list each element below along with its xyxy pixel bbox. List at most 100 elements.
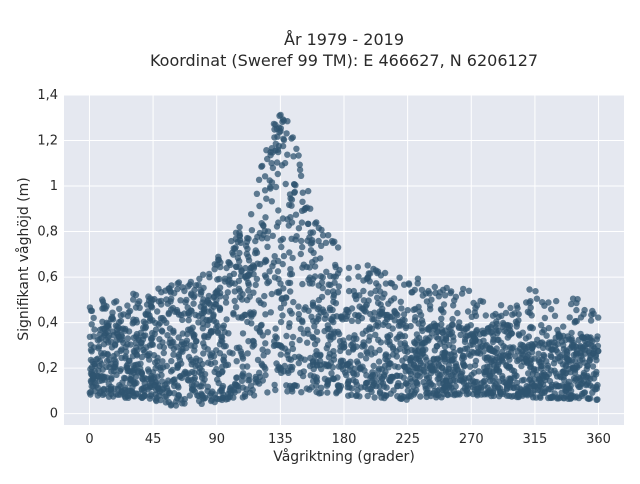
data-point <box>585 395 592 403</box>
data-point <box>351 365 358 373</box>
data-point <box>274 146 282 153</box>
data-point <box>195 281 202 289</box>
data-point <box>164 387 171 394</box>
data-point <box>262 340 269 347</box>
data-point <box>240 370 247 377</box>
data-point <box>587 317 595 324</box>
data-point <box>404 348 411 355</box>
data-point <box>244 245 251 252</box>
data-point <box>390 351 397 358</box>
data-point <box>465 287 473 294</box>
data-point <box>559 351 566 359</box>
data-point <box>364 262 371 269</box>
data-point <box>431 283 438 291</box>
data-point <box>245 377 252 384</box>
data-point <box>345 275 352 282</box>
data-point <box>262 214 269 221</box>
data-point <box>469 338 476 345</box>
data-point <box>310 317 317 325</box>
data-point <box>587 334 594 341</box>
data-point <box>581 389 589 396</box>
data-point <box>360 287 367 295</box>
data-point <box>207 351 214 359</box>
data-point <box>415 303 422 311</box>
data-point <box>232 304 240 311</box>
data-point <box>533 295 541 302</box>
data-point <box>564 348 571 356</box>
data-point <box>206 274 213 281</box>
data-point <box>276 112 283 120</box>
data-point <box>370 362 377 370</box>
data-point <box>271 381 278 389</box>
data-point <box>297 250 304 258</box>
data-point <box>513 383 521 391</box>
data-point <box>352 378 359 385</box>
data-point <box>487 323 494 331</box>
data-point <box>305 330 312 337</box>
data-point <box>195 312 202 320</box>
data-point <box>505 381 512 389</box>
data-point <box>495 367 503 374</box>
data-point <box>324 322 331 329</box>
data-point <box>132 304 140 311</box>
data-point <box>157 367 164 374</box>
data-point <box>587 354 594 361</box>
data-point <box>507 344 514 351</box>
data-point <box>439 329 446 336</box>
data-point <box>290 298 297 306</box>
data-point <box>275 219 282 226</box>
data-point <box>236 249 243 257</box>
data-point <box>288 219 296 226</box>
data-point <box>426 290 433 297</box>
data-point <box>178 374 185 382</box>
data-point <box>499 358 506 365</box>
data-point <box>532 288 539 295</box>
data-point <box>197 291 204 298</box>
x-tick-label: 225 <box>395 432 420 447</box>
data-point <box>264 279 271 287</box>
data-point <box>395 363 402 371</box>
data-point <box>343 306 350 313</box>
data-point <box>268 290 275 298</box>
data-point <box>272 333 279 340</box>
data-point <box>374 294 381 301</box>
data-point <box>295 359 302 367</box>
data-point <box>496 385 504 392</box>
data-point <box>216 284 224 291</box>
data-point <box>185 370 193 377</box>
data-point <box>409 364 417 371</box>
data-point <box>334 270 342 277</box>
data-point <box>143 375 151 383</box>
data-point <box>363 301 370 308</box>
data-point <box>559 361 567 368</box>
data-point <box>351 332 358 339</box>
data-point <box>504 321 512 329</box>
data-point <box>259 377 266 384</box>
data-point <box>441 292 449 299</box>
data-point <box>224 361 232 368</box>
data-point <box>257 299 264 307</box>
data-point <box>298 219 306 226</box>
data-point <box>539 375 546 382</box>
data-point <box>230 245 237 252</box>
data-point <box>214 376 221 383</box>
data-point <box>188 290 195 297</box>
data-point <box>558 389 565 396</box>
data-point <box>567 382 574 389</box>
data-point <box>199 360 206 368</box>
data-point <box>572 394 579 401</box>
data-point <box>306 234 313 241</box>
data-point <box>545 324 553 332</box>
data-point <box>321 315 329 322</box>
data-point <box>189 358 197 366</box>
data-point <box>341 343 348 351</box>
data-point <box>428 330 436 337</box>
data-point <box>554 340 561 348</box>
data-point <box>526 309 533 316</box>
data-point <box>264 243 271 250</box>
data-point <box>485 368 493 375</box>
data-point <box>538 389 546 396</box>
data-point <box>205 292 213 300</box>
data-point <box>549 346 556 353</box>
data-point <box>375 358 383 365</box>
